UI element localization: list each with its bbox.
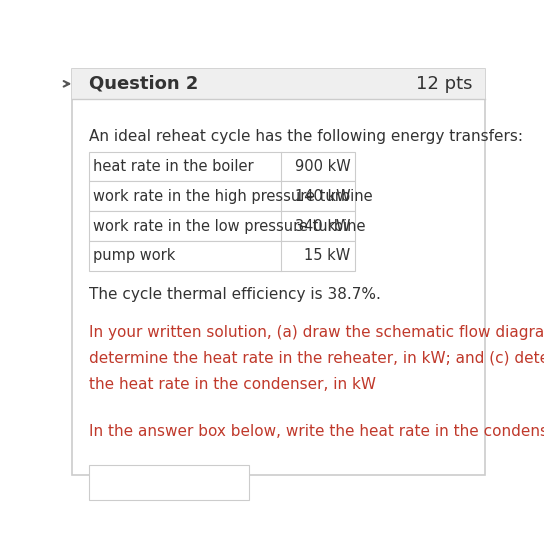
Text: 15 kW: 15 kW [304,249,350,264]
Text: pump work: pump work [94,249,176,264]
Text: determine the heat rate in the reheater, in kW; and (c) determine: determine the heat rate in the reheater,… [89,351,544,366]
FancyBboxPatch shape [72,69,485,475]
FancyBboxPatch shape [89,465,249,500]
Text: 340 kW: 340 kW [295,218,350,233]
Text: In the answer box below, write the heat rate in the condenser.: In the answer box below, write the heat … [89,424,544,438]
Text: 140 kW: 140 kW [295,189,350,204]
Text: An ideal reheat cycle has the following energy transfers:: An ideal reheat cycle has the following … [89,129,523,144]
Text: work rate in the high pressure turbine: work rate in the high pressure turbine [94,189,373,204]
FancyBboxPatch shape [89,211,355,241]
Text: work rate in the low pressure turbine: work rate in the low pressure turbine [94,218,366,233]
Text: 900 kW: 900 kW [295,159,350,174]
Text: heat rate in the boiler: heat rate in the boiler [94,159,254,174]
FancyBboxPatch shape [89,181,355,211]
FancyBboxPatch shape [89,152,355,181]
Text: the heat rate in the condenser, in kW: the heat rate in the condenser, in kW [89,377,376,392]
Text: Question 2: Question 2 [89,75,199,93]
FancyBboxPatch shape [89,241,355,271]
Text: In your written solution, (a) draw the schematic flow diagram; (b): In your written solution, (a) draw the s… [89,325,544,339]
Text: The cycle thermal efficiency is 38.7%.: The cycle thermal efficiency is 38.7%. [89,287,381,302]
Text: 12 pts: 12 pts [416,75,473,93]
FancyBboxPatch shape [72,69,485,99]
